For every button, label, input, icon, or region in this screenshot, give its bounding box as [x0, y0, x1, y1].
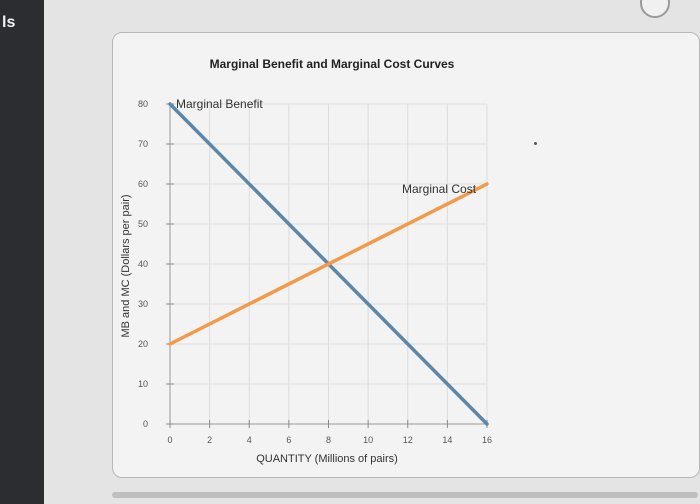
x-axis-label: QUANTITY (Millions of pairs)	[256, 453, 398, 465]
series-lines	[168, 102, 489, 426]
y-tick-label: 40	[138, 259, 148, 269]
x-tick-label: 12	[403, 435, 413, 445]
x-tick-label: 6	[286, 435, 291, 445]
axes	[166, 103, 488, 428]
y-tick-label: 30	[138, 299, 148, 309]
x-tick-label: 10	[363, 435, 373, 445]
marginal-benefit-label: Marginal Benefit	[176, 97, 263, 111]
x-tick-label: 16	[482, 435, 492, 445]
sidebar-fragment-text: ls	[2, 14, 16, 31]
grid-lines	[170, 103, 488, 424]
marginal-cost-label: Marginal Cost	[402, 182, 477, 196]
y-tick-label: 60	[138, 179, 148, 189]
y-axis-label: MB and MC (Dollars per pair)	[120, 194, 132, 337]
marginal-cost-line	[168, 182, 489, 346]
stray-dot	[534, 142, 537, 145]
y-tick-label: 20	[138, 339, 148, 349]
left-sidebar: ls	[0, 0, 44, 504]
x-tick-label: 2	[207, 435, 212, 445]
y-tick-label: 50	[138, 219, 148, 229]
chart-title: Marginal Benefit and Marginal Cost Curve…	[210, 57, 455, 71]
y-tick-label: 10	[138, 379, 148, 389]
next-card-edge	[112, 492, 698, 498]
tick-labels: 0 10 20 30 40 50 60 70 80 0 2 4 6 8 10 12 14 16	[138, 99, 492, 445]
x-tick-label: 4	[247, 435, 252, 445]
x-tick-label: 8	[326, 435, 331, 445]
x-tick-label: 0	[167, 435, 172, 445]
x-tick-label: 14	[442, 435, 452, 445]
y-tick-label: 70	[138, 139, 148, 149]
y-tick-label: 0	[143, 419, 148, 429]
y-tick-label: 80	[138, 99, 148, 109]
